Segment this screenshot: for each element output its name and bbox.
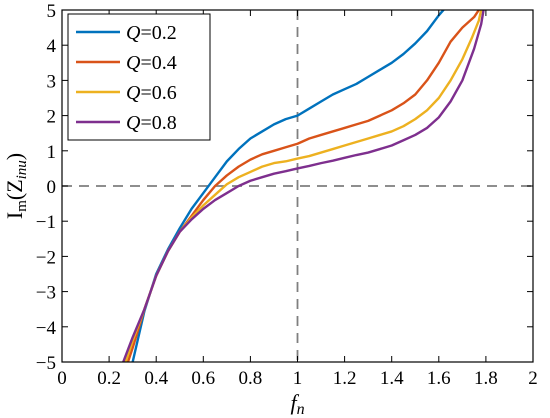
legend-label-var: Q: [126, 82, 141, 104]
legend: Q=0.2Q=0.4Q=0.6Q=0.8: [67, 13, 211, 141]
y-axis-label-sub: m: [14, 200, 30, 212]
y-tick-label: 4: [47, 36, 57, 57]
x-tick-label: 0.4: [144, 368, 168, 389]
y-tick-label: 2: [47, 107, 57, 128]
tick-labels: 0 0.2 0.4 0.6 0.8 1 1.2 1.4 1.6 1.8 2 −5 −4 −3 −2 −1 0 1 2…: [36, 1, 538, 389]
x-tick-label: 0.8: [239, 368, 263, 389]
x-tick-label: 1.2: [333, 368, 357, 389]
y-axis-label-close: ): [2, 153, 27, 160]
x-tick-label: 1.8: [474, 368, 498, 389]
y-axis-label-rest: (Z: [2, 179, 27, 200]
legend-label-2: Q=0.4: [126, 52, 177, 74]
legend-label-var: Q: [126, 22, 141, 44]
series-line-1: [131, 10, 445, 362]
y-tick-label: −4: [36, 318, 57, 339]
legend-label-3: Q=0.6: [126, 82, 177, 104]
legend-label-value: =0.6: [140, 82, 176, 104]
y-tick-label: −1: [36, 212, 56, 233]
legend-label-1: Q=0.2: [126, 22, 177, 44]
x-axis-label-sub: n: [297, 401, 305, 418]
y-tick-label: −5: [36, 353, 56, 374]
y-tick-label: −3: [36, 283, 56, 304]
y-axis-label: Im(Zinu): [2, 153, 30, 219]
series-layer: [122, 10, 485, 362]
y-tick-label: −2: [36, 247, 56, 268]
series-line-4: [122, 10, 485, 362]
legend-label-var: Q: [126, 112, 141, 134]
reference-lines: [62, 10, 533, 362]
x-axis-label-main: f: [290, 390, 299, 415]
x-axis-label: fn: [290, 390, 304, 418]
x-tick-label: 1: [293, 368, 303, 389]
legend-box: [67, 13, 211, 141]
legend-items: Q=0.2Q=0.4Q=0.6Q=0.8: [76, 22, 177, 134]
y-axis-label-sub2: inu: [14, 160, 30, 179]
legend-label-4: Q=0.8: [126, 112, 177, 134]
y-axis-label-main: I: [2, 212, 27, 219]
legend-label-value: =0.8: [140, 112, 176, 134]
y-tick-label: 0: [47, 177, 57, 198]
x-tick-label: 0.2: [97, 368, 121, 389]
legend-label-value: =0.2: [140, 22, 176, 44]
x-tick-label: 2: [528, 368, 538, 389]
y-tick-label: 3: [47, 71, 57, 92]
x-tick-label: 1.4: [380, 368, 404, 389]
x-tick-label: 1.6: [427, 368, 451, 389]
legend-label-value: =0.4: [140, 52, 176, 74]
x-tick-label: 0: [57, 368, 67, 389]
x-tick-label: 0.6: [191, 368, 215, 389]
y-tick-label: 1: [47, 142, 57, 163]
y-tick-label: 5: [47, 1, 57, 22]
plot-frame: [61, 9, 534, 363]
legend-label-var: Q: [126, 52, 141, 74]
